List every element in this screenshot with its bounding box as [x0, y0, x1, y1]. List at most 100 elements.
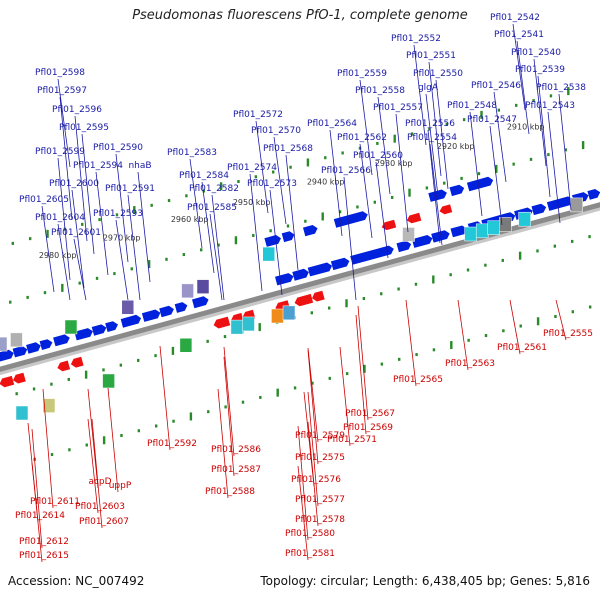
forward-gene-label-leader: [359, 79, 373, 176]
reverse-gene-label-leader: [31, 428, 43, 549]
forward-gene-label: Pfl01_2559: [337, 69, 387, 79]
reverse-gene-label: Pfl01_2577: [295, 495, 345, 505]
forward-gene-label: Pfl01_2551: [406, 51, 456, 61]
genome-summary-text: Topology: circular; Length: 6,438,405 bp…: [260, 574, 590, 588]
reverse-gene-label: Pfl01_2563: [445, 359, 495, 369]
track-tick: [26, 295, 29, 299]
track-tick: [398, 357, 401, 361]
forward-gene-label-leader: [359, 143, 373, 239]
forward-gene-label: Pfl01_2570: [251, 126, 301, 136]
feature-box: [121, 300, 135, 315]
reverse-gene-label-leader: [297, 465, 309, 561]
track-tick: [466, 268, 470, 272]
forward-gene-label-leader: [329, 129, 343, 237]
track-tick: [501, 258, 504, 262]
forward-gene-label: Pfl01_2539: [515, 65, 565, 75]
track-tick: [276, 388, 279, 397]
track-tick: [373, 200, 376, 204]
reverse-gene-arrow: [439, 204, 453, 215]
track-tick: [324, 156, 327, 160]
track-tick: [497, 108, 501, 112]
feature-box: [271, 308, 284, 324]
track-tick: [588, 235, 591, 239]
forward-gene-label: Pfl01_2556: [405, 119, 455, 129]
forward-gene-label: Pfl01_2585: [187, 203, 237, 213]
forward-gene-label-leader: [533, 58, 547, 167]
reverse-gene-arrow: [406, 212, 422, 224]
reverse-gene-label-leader: [87, 388, 99, 489]
reverse-gene-label-leader: [42, 388, 54, 509]
track-tick: [581, 141, 585, 150]
reverse-gene-label: Pfl01_2611: [30, 497, 80, 507]
track-tick: [172, 419, 175, 423]
reverse-gene-arrow: [381, 219, 397, 231]
reverse-gene-label-leader: [509, 299, 521, 355]
track-tick: [311, 381, 314, 385]
track-tick: [289, 165, 292, 169]
reverse-gene-arrow: [294, 293, 314, 307]
feature-box: [179, 337, 193, 353]
feature-box: [262, 246, 275, 262]
forward-gene-arrow: [120, 314, 142, 328]
forward-gene-label: Pfl01_2582: [189, 184, 239, 194]
forward-gene-label-leader: [57, 78, 71, 168]
track-tick: [102, 436, 106, 445]
forward-gene-arrow: [396, 240, 412, 253]
track-tick: [356, 205, 359, 209]
forward-gene-label: Pfl01_2543: [525, 101, 575, 111]
feature-box: [518, 211, 531, 227]
track-tick: [115, 213, 119, 217]
track-tick: [532, 99, 535, 103]
track-tick: [547, 153, 550, 157]
forward-gene-arrow: [141, 309, 161, 322]
track-tick: [137, 429, 141, 433]
track-tick: [408, 188, 411, 197]
forward-gene-label: Pfl01_2540: [511, 48, 561, 58]
forward-gene-arrow: [587, 189, 600, 200]
track-tick: [536, 249, 539, 253]
feature-box: [102, 373, 115, 389]
track-tick: [304, 219, 307, 223]
forward-gene-label-leader: [74, 115, 88, 242]
forward-gene-label-leader: [81, 133, 95, 255]
scale-label: 2950 kbp: [233, 198, 271, 207]
forward-gene-label-leader: [57, 223, 71, 301]
reverse-gene-label: Pfl01_2581: [285, 549, 335, 559]
reverse-gene-label: uppP: [109, 481, 132, 491]
track-tick: [338, 210, 342, 214]
reverse-gene-label: Pfl01_2592: [147, 439, 197, 449]
track-tick: [271, 170, 275, 174]
feature-box: [464, 226, 477, 242]
reverse-gene-label-leader: [87, 418, 99, 514]
forward-gene-arrow: [531, 203, 547, 216]
track-tick: [445, 122, 448, 126]
track-tick: [363, 364, 366, 373]
track-tick: [450, 341, 453, 350]
forward-gene-arrow: [411, 235, 433, 248]
track-tick: [554, 315, 557, 319]
feature-box: [487, 220, 501, 235]
forward-gene-label: glgA: [418, 83, 439, 93]
reverse-gene-label-leader: [405, 299, 417, 387]
track-tick: [219, 182, 223, 191]
forward-gene-label: Pfl01_2574: [227, 163, 277, 173]
forward-gene-label: Pfl01_2554: [407, 133, 457, 143]
track-tick: [380, 292, 383, 296]
forward-gene-label-leader: [537, 75, 551, 198]
track-tick: [85, 443, 88, 447]
forward-gene-arrow: [350, 245, 394, 265]
track-tick: [345, 372, 349, 376]
reverse-gene-label-leader: [297, 425, 309, 541]
forward-gene-arrow: [264, 235, 281, 247]
forward-gene-label-leader: [115, 153, 129, 263]
forward-gene-label-leader: [41, 205, 55, 293]
track-tick: [428, 127, 431, 131]
track-tick: [512, 162, 515, 166]
track-tick: [484, 263, 487, 267]
forward-gene-label: Pfl01_2593: [93, 209, 143, 219]
track-tick: [397, 287, 400, 291]
scale-label: 2960 kbp: [171, 215, 209, 224]
track-tick: [462, 118, 466, 122]
track-tick: [327, 306, 331, 310]
